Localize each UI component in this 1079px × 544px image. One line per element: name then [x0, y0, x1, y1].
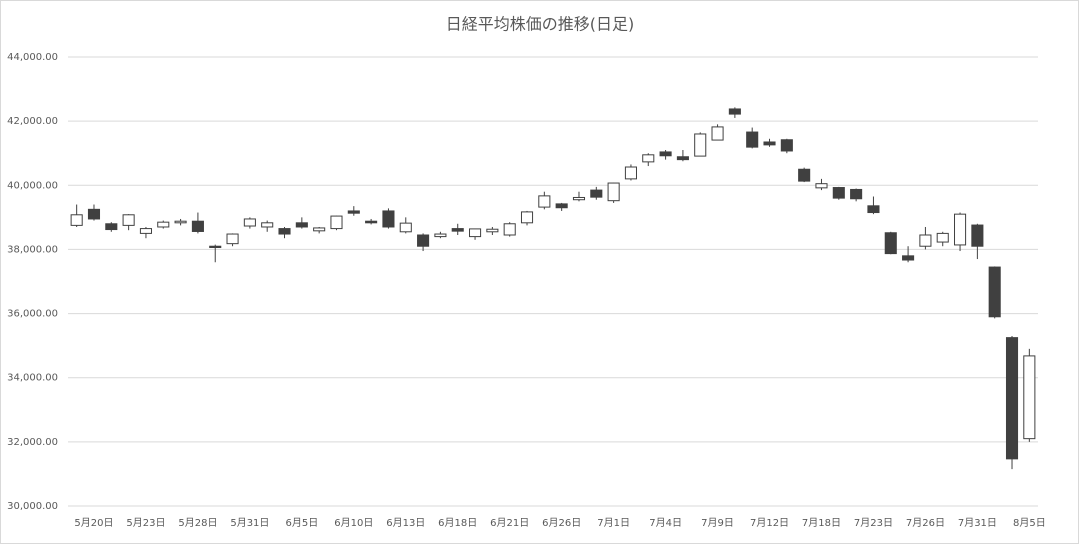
x-tick-label: 7月4日 [649, 517, 682, 529]
x-tick-label: 7月1日 [597, 517, 630, 529]
candle-body [347, 210, 360, 214]
y-tick-label: 30,000.00 [7, 501, 58, 512]
candle-body [313, 227, 326, 232]
x-tick-label: 7月26日 [906, 517, 945, 529]
x-tick-label: 7月12日 [750, 517, 789, 529]
x-tick-label: 6月10日 [334, 517, 373, 529]
candle-body [70, 214, 83, 226]
candle-body [399, 222, 412, 233]
candle-body [815, 183, 828, 189]
candle-body [954, 213, 967, 246]
candle-body [87, 208, 101, 220]
candle-body [1005, 337, 1019, 460]
candle-body [798, 168, 811, 182]
candle-body [642, 154, 655, 163]
x-tick-label: 6月21日 [490, 517, 529, 529]
candle-body [278, 228, 291, 235]
x-tick-label: 6月18日 [438, 517, 477, 529]
candle-body [832, 187, 845, 199]
candle-body [451, 228, 464, 232]
x-tick-label: 5月31日 [230, 517, 269, 529]
y-tick-label: 38,000.00 [7, 244, 58, 255]
y-tick-label: 40,000.00 [7, 180, 58, 191]
candle-body [105, 223, 118, 231]
candle-body [191, 220, 204, 232]
candle-body [243, 218, 256, 227]
candle-body [746, 131, 759, 148]
x-tick-label: 5月23日 [126, 517, 165, 529]
candle-body [139, 228, 152, 234]
x-tick-label: 6月26日 [542, 517, 581, 529]
x-tick-label: 5月20日 [74, 517, 113, 529]
candle-body [728, 108, 741, 115]
candle-body [1023, 355, 1036, 440]
candle-body [676, 156, 689, 161]
candle-body [209, 245, 222, 249]
candle-body [711, 126, 724, 141]
candle-body [365, 220, 378, 224]
y-tick-label: 42,000.00 [7, 116, 58, 127]
candle-body [226, 233, 239, 245]
candle-body [330, 215, 343, 230]
x-tick-label: 8月5日 [1013, 517, 1046, 529]
candle-body [295, 222, 308, 228]
x-tick-label: 6月13日 [386, 517, 425, 529]
candle-body [919, 234, 932, 247]
x-tick-label: 7月31日 [958, 517, 997, 529]
candle-body [469, 228, 482, 238]
x-tick-label: 6月5日 [285, 517, 318, 529]
candle-body [763, 141, 776, 146]
candle-body [659, 151, 672, 157]
candle-body [850, 188, 863, 200]
y-tick-label: 34,000.00 [7, 373, 58, 384]
x-tick-label: 7月23日 [854, 517, 893, 529]
chart-title: 日経平均株価の推移(日足) [446, 15, 635, 34]
candle-body [486, 228, 499, 233]
candle-body [520, 211, 534, 224]
candle-body [971, 224, 984, 247]
x-tick-label: 7月9日 [701, 517, 734, 529]
candle-body [503, 223, 516, 236]
candle-body [694, 133, 707, 157]
candle-body [174, 220, 187, 224]
candle-body [607, 182, 620, 202]
y-tick-label: 44,000.00 [7, 52, 58, 63]
candle-body [590, 189, 603, 198]
candle-body [624, 166, 637, 180]
candle-body [122, 214, 135, 226]
candle-body [417, 234, 430, 247]
candle-body [157, 221, 170, 228]
y-tick-label: 36,000.00 [7, 309, 58, 320]
candle-body [434, 233, 447, 238]
candle-body [261, 222, 274, 228]
candle-body [884, 232, 897, 255]
y-tick-label: 32,000.00 [7, 437, 58, 448]
candle-body [988, 266, 1001, 318]
candle-body [936, 232, 949, 243]
candle-body [902, 255, 915, 261]
candle-body [538, 195, 551, 208]
candle-body [867, 205, 880, 214]
candle-body [382, 210, 395, 228]
candle-body [780, 139, 793, 152]
x-tick-label: 5月28日 [178, 517, 217, 529]
candle-body [555, 203, 568, 209]
x-tick-label: 7月18日 [802, 517, 841, 529]
candle-body [572, 196, 586, 201]
